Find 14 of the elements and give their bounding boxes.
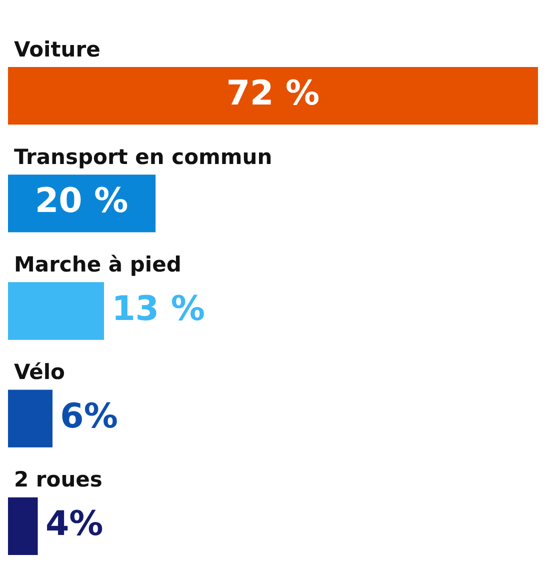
bar — [8, 497, 38, 556]
data-label: 20 % — [35, 181, 128, 222]
bar — [8, 390, 52, 448]
y-tick-label: Marche à pied — [14, 252, 182, 276]
bar — [8, 282, 104, 340]
bar — [8, 66, 538, 125]
data-label: 6% — [60, 396, 118, 436]
data-label: 13 % — [112, 288, 205, 329]
y-tick-label: Vélo — [14, 360, 65, 384]
y-tick-label: Voiture — [14, 37, 100, 62]
data-label: 4% — [45, 504, 104, 544]
y-tick-label: 2 roues — [14, 468, 102, 492]
y-tick-label: Transport en commun — [14, 144, 272, 169]
data-label: 72 % — [226, 74, 320, 114]
